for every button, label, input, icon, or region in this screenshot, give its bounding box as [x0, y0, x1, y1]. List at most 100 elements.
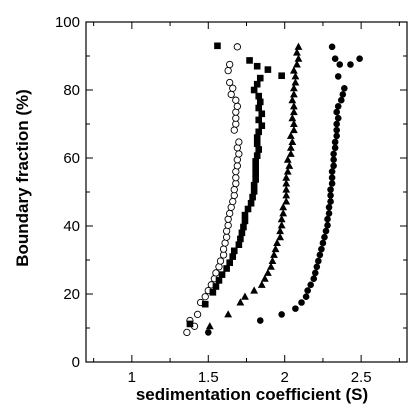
- data-point: [327, 198, 334, 205]
- x-tick-label: 1.5: [198, 369, 219, 386]
- data-point: [235, 138, 243, 146]
- data-point: [282, 185, 291, 193]
- series-3: [205, 42, 303, 330]
- data-point: [204, 329, 212, 336]
- data-point: [222, 233, 231, 241]
- data-point: [318, 245, 325, 253]
- axes: 1 1.5 2 2.5 0 20 40 60 80 100: [55, 14, 408, 386]
- data-point: [319, 239, 327, 247]
- data-point: [250, 181, 258, 189]
- data-point: [226, 209, 234, 218]
- data-point: [260, 274, 269, 282]
- data-point: [258, 122, 266, 129]
- y-tick-label: 40: [63, 218, 80, 235]
- data-point: [258, 110, 266, 118]
- data-point: [264, 66, 272, 73]
- data-point: [230, 247, 238, 255]
- data-point: [268, 256, 277, 265]
- data-point: [289, 102, 298, 110]
- data-point: [316, 251, 324, 259]
- data-point: [333, 126, 340, 134]
- data-point: [288, 96, 297, 104]
- data-point: [322, 227, 330, 235]
- data-point: [256, 98, 264, 106]
- data-point: [278, 72, 285, 80]
- data-point: [289, 66, 298, 74]
- data-point: [278, 311, 285, 318]
- data-point: [294, 54, 303, 62]
- data-point: [256, 74, 264, 82]
- data-point: [325, 210, 333, 217]
- data-point: [327, 192, 334, 199]
- data-point: [267, 262, 275, 270]
- data-point: [291, 72, 300, 80]
- data-point: [253, 62, 261, 70]
- data-point: [201, 300, 209, 308]
- data-point: [247, 199, 255, 207]
- data-point: [286, 143, 295, 151]
- data-point: [252, 164, 259, 171]
- data-point: [253, 152, 261, 159]
- data-point: [233, 102, 241, 110]
- data-point: [279, 203, 288, 211]
- data-point: [232, 96, 240, 104]
- data-point: [252, 176, 259, 183]
- data-point: [276, 226, 285, 235]
- data-point: [237, 235, 244, 243]
- data-point: [252, 158, 259, 165]
- y-tick-label: 100: [55, 14, 80, 31]
- x-axis-title: sedimentation coefficient (S): [136, 385, 368, 404]
- data-point: [293, 60, 301, 68]
- data-point: [277, 221, 286, 229]
- data-point: [238, 229, 246, 237]
- data-point: [291, 78, 300, 86]
- plot-area: [183, 42, 363, 337]
- data-point: [321, 233, 328, 241]
- data-point: [302, 293, 310, 301]
- data-point: [333, 108, 340, 116]
- data-point: [241, 292, 249, 300]
- data-point: [224, 221, 232, 229]
- data-point: [294, 42, 303, 50]
- data-point: [214, 42, 221, 50]
- data-point: [337, 96, 345, 104]
- data-point: [327, 186, 334, 193]
- data-point: [276, 233, 285, 241]
- series-1: [183, 43, 243, 337]
- data-point: [183, 328, 191, 337]
- data-point: [223, 265, 230, 272]
- data-point: [255, 128, 263, 136]
- data-point: [282, 173, 291, 181]
- data-point: [226, 259, 233, 267]
- data-point: [264, 268, 272, 276]
- data-point: [271, 244, 280, 253]
- data-point: [246, 57, 253, 64]
- data-point: [330, 162, 337, 170]
- data-point: [227, 90, 235, 99]
- data-point: [283, 155, 292, 163]
- data-point: [215, 277, 223, 284]
- data-point: [255, 116, 263, 124]
- data-point: [230, 126, 238, 134]
- data-point: [235, 241, 243, 248]
- data-point: [224, 66, 232, 75]
- data-point: [293, 48, 301, 56]
- data-point: [325, 204, 333, 211]
- x-tick-label: 1: [128, 369, 136, 386]
- data-point: [230, 185, 238, 194]
- data-point: [298, 299, 305, 306]
- data-point: [240, 223, 247, 231]
- data-point: [249, 193, 256, 201]
- data-point: [289, 90, 298, 98]
- data-point: [310, 275, 318, 283]
- y-axis-title: Boundary fraction (%): [13, 89, 32, 267]
- data-point: [334, 103, 342, 110]
- data-point: [282, 179, 291, 187]
- data-point: [334, 73, 342, 80]
- data-point: [288, 114, 297, 122]
- data-point: [186, 320, 194, 328]
- y-tick-label: 80: [63, 82, 80, 99]
- data-point: [331, 138, 339, 146]
- data-point: [282, 197, 291, 205]
